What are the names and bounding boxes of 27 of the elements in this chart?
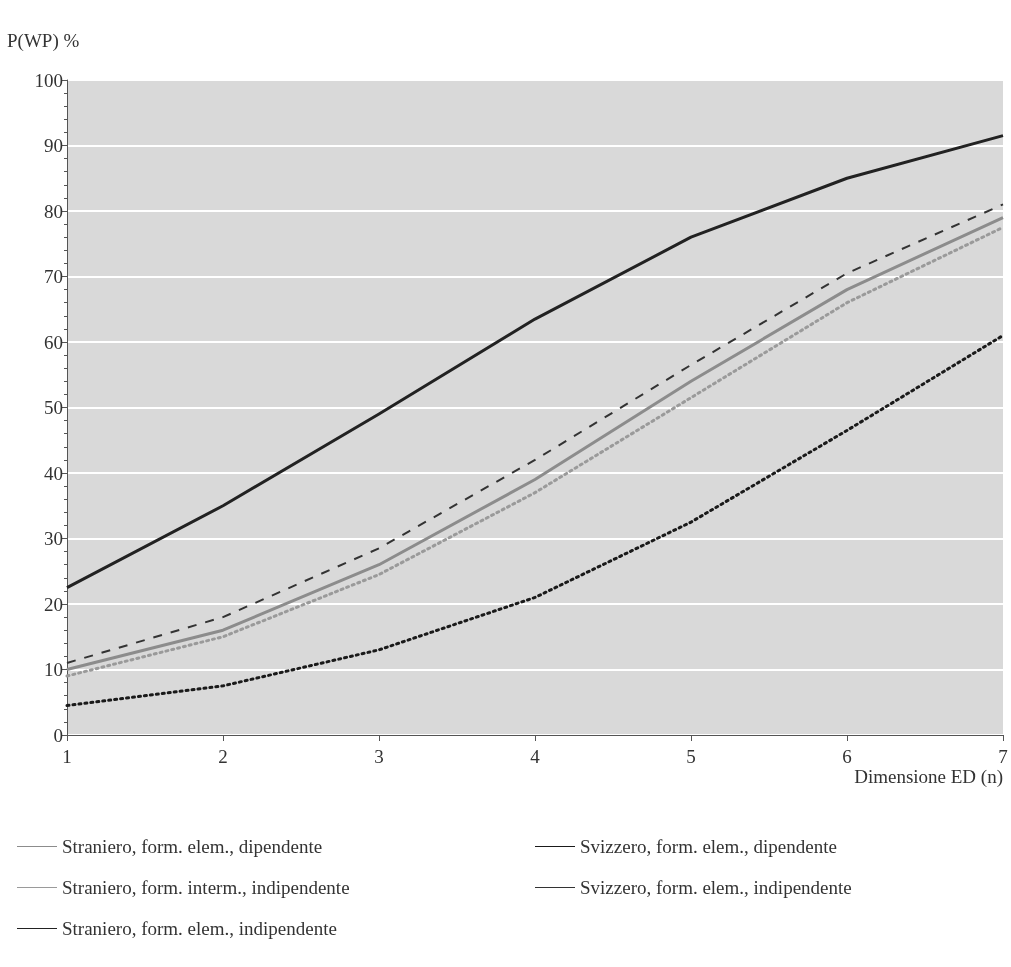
y-tick-label: 50: [44, 397, 63, 418]
x-tick-label: 1: [62, 746, 72, 767]
x-axis-title: Dimensione ED (n): [854, 766, 1003, 788]
x-tick-label: 3: [374, 746, 384, 767]
y-tick-label: 20: [44, 593, 63, 615]
legend-label: Straniero, form. elem., indipendente: [62, 918, 337, 939]
y-tick-label: 10: [44, 659, 63, 680]
y-axis-title: P(WP) %: [7, 30, 80, 52]
y-tick-label: 40: [44, 462, 63, 484]
line-series: [65, 333, 1005, 708]
x-tick-label: 5: [686, 746, 696, 767]
x-tick-label: 7: [998, 746, 1008, 767]
y-tick-label: 90: [44, 135, 63, 156]
legend-label: Svizzero, form. elem., dipendente: [580, 836, 837, 857]
line-series: [65, 134, 1005, 590]
legend-label: Straniero, form. interm., indipendente: [62, 877, 350, 898]
legend-label: Straniero, form. elem., dipendente: [62, 836, 323, 857]
y-tick-label: 100: [34, 69, 63, 91]
y-tick-label: 0: [53, 724, 63, 746]
x-tick-label: 6: [842, 746, 852, 767]
y-tick-label: 80: [44, 200, 63, 222]
legend-label: Svizzero, form. elem., indipendente: [580, 877, 852, 898]
y-tick-label: 60: [44, 331, 63, 353]
x-tick-label: 4: [530, 746, 541, 767]
x-tick-label: 2: [218, 746, 228, 767]
y-tick-label: 30: [44, 528, 63, 549]
y-tick-label: 70: [44, 266, 63, 287]
